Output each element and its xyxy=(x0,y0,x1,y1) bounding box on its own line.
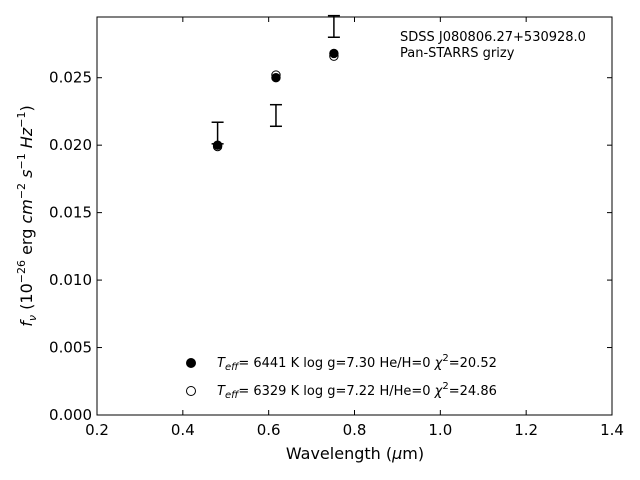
y-tick-label: 0.020 xyxy=(49,136,92,154)
x-tick-label: 0.2 xyxy=(85,421,109,439)
legend-entry-1: Teff= 6441 K log g=7.30 He/H=0 χ2=20.52 xyxy=(217,353,497,373)
y-ticks: 0.000 0.005 0.010 0.015 0.020 0.025 xyxy=(49,69,612,424)
x-axis-label: Wavelength (μm) xyxy=(286,444,424,463)
model-point-filled xyxy=(271,73,281,83)
legend-1-logg: log g=7.30 xyxy=(303,356,375,371)
data-marks xyxy=(211,14,340,152)
y-tick-label: 0.015 xyxy=(49,204,92,222)
legend-2-logg: log g=7.22 xyxy=(303,384,375,399)
survey-name: Pan-STARRS grizy xyxy=(400,46,515,61)
model-point-filled xyxy=(329,48,339,59)
y-tick-label: 0.000 xyxy=(49,406,92,424)
x-tick-label: 1.4 xyxy=(600,421,624,439)
legend-1-comp: He/H=0 xyxy=(379,356,430,371)
legend-2-chi2: =24.86 xyxy=(449,384,497,399)
observed-error-bar xyxy=(327,14,340,38)
x-tick-label: 0.6 xyxy=(257,421,281,439)
legend-marker-filled xyxy=(186,358,196,368)
legend-2-comp: H/He=0 xyxy=(379,384,430,399)
legend-1-chi2: =20.52 xyxy=(449,356,497,371)
svg-text:fν (10−26 erg cm−2 s−1 Hz−1): fν (10−26 erg cm−2 s−1 Hz−1) xyxy=(15,105,39,326)
x-tick-label: 0.4 xyxy=(171,421,195,439)
observed-error-bar xyxy=(269,103,282,128)
y-tick-label: 0.010 xyxy=(49,271,92,289)
x-tick-label: 0.8 xyxy=(343,421,367,439)
legend-1-teff: 6441 K xyxy=(253,356,299,371)
y-tick-label: 0.005 xyxy=(49,339,92,357)
legend-marker-open xyxy=(186,386,196,396)
legend: Teff= 6441 K log g=7.30 He/H=0 χ2=20.52 … xyxy=(186,353,497,401)
y-tick-label: 0.025 xyxy=(49,69,92,87)
y-axis-label: fν (10−26 erg cm−2 s−1 Hz−1) xyxy=(15,105,39,326)
x-tick-label: 1.2 xyxy=(514,421,538,439)
x-ticks: 0.2 0.4 0.6 0.8 1.0 1.2 1.4 xyxy=(85,17,624,439)
object-name: SDSS J080806.27+530928.0 xyxy=(400,30,586,45)
legend-2-teff: 6329 K xyxy=(253,384,299,399)
x-tick-label: 1.0 xyxy=(428,421,452,439)
legend-entry-2: Teff= 6329 K log g=7.22 H/He=0 χ2=24.86 xyxy=(217,381,497,401)
model-point-filled xyxy=(212,140,223,150)
